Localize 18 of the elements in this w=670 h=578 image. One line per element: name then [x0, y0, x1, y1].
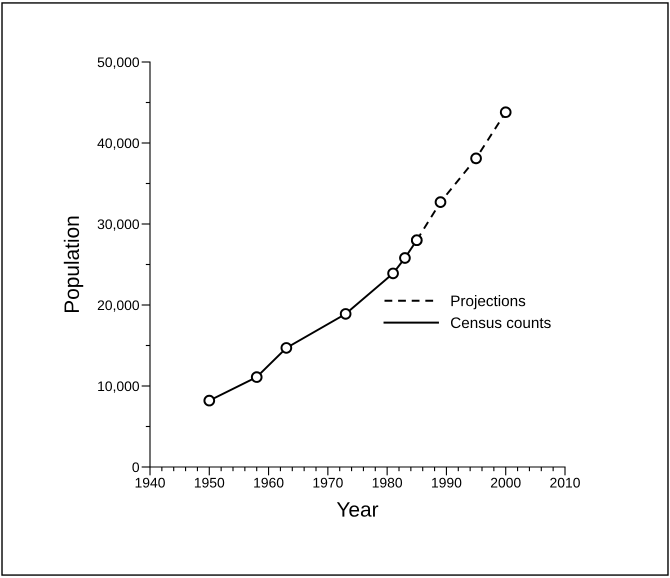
- x-tick-label: 1960: [254, 478, 284, 488]
- legend-label: Projections: [451, 295, 526, 310]
- y-tick-label: 40,000: [97, 138, 140, 150]
- legend-label: Census counts: [450, 317, 551, 328]
- y-tick-label: 30,000: [98, 219, 140, 231]
- x-tick-label: 1980: [372, 478, 402, 488]
- y-tick-label: 20,000: [98, 300, 140, 312]
- x-axis-title: Year: [336, 502, 378, 517]
- x-tick-label: 2000: [490, 478, 521, 488]
- x-tick-label: 1970: [313, 478, 343, 488]
- x-tick-label: 1940: [136, 478, 165, 488]
- y-tick-label: 10,000: [98, 381, 140, 393]
- x-tick-label: 1990: [432, 478, 462, 488]
- y-axis-title: Population: [64, 216, 84, 312]
- y-tick-label: 0: [132, 462, 140, 472]
- x-tick-label: 1950: [194, 478, 224, 488]
- x-tick-label: 2010: [550, 478, 580, 488]
- y-tick-label: 50,000: [98, 57, 140, 69]
